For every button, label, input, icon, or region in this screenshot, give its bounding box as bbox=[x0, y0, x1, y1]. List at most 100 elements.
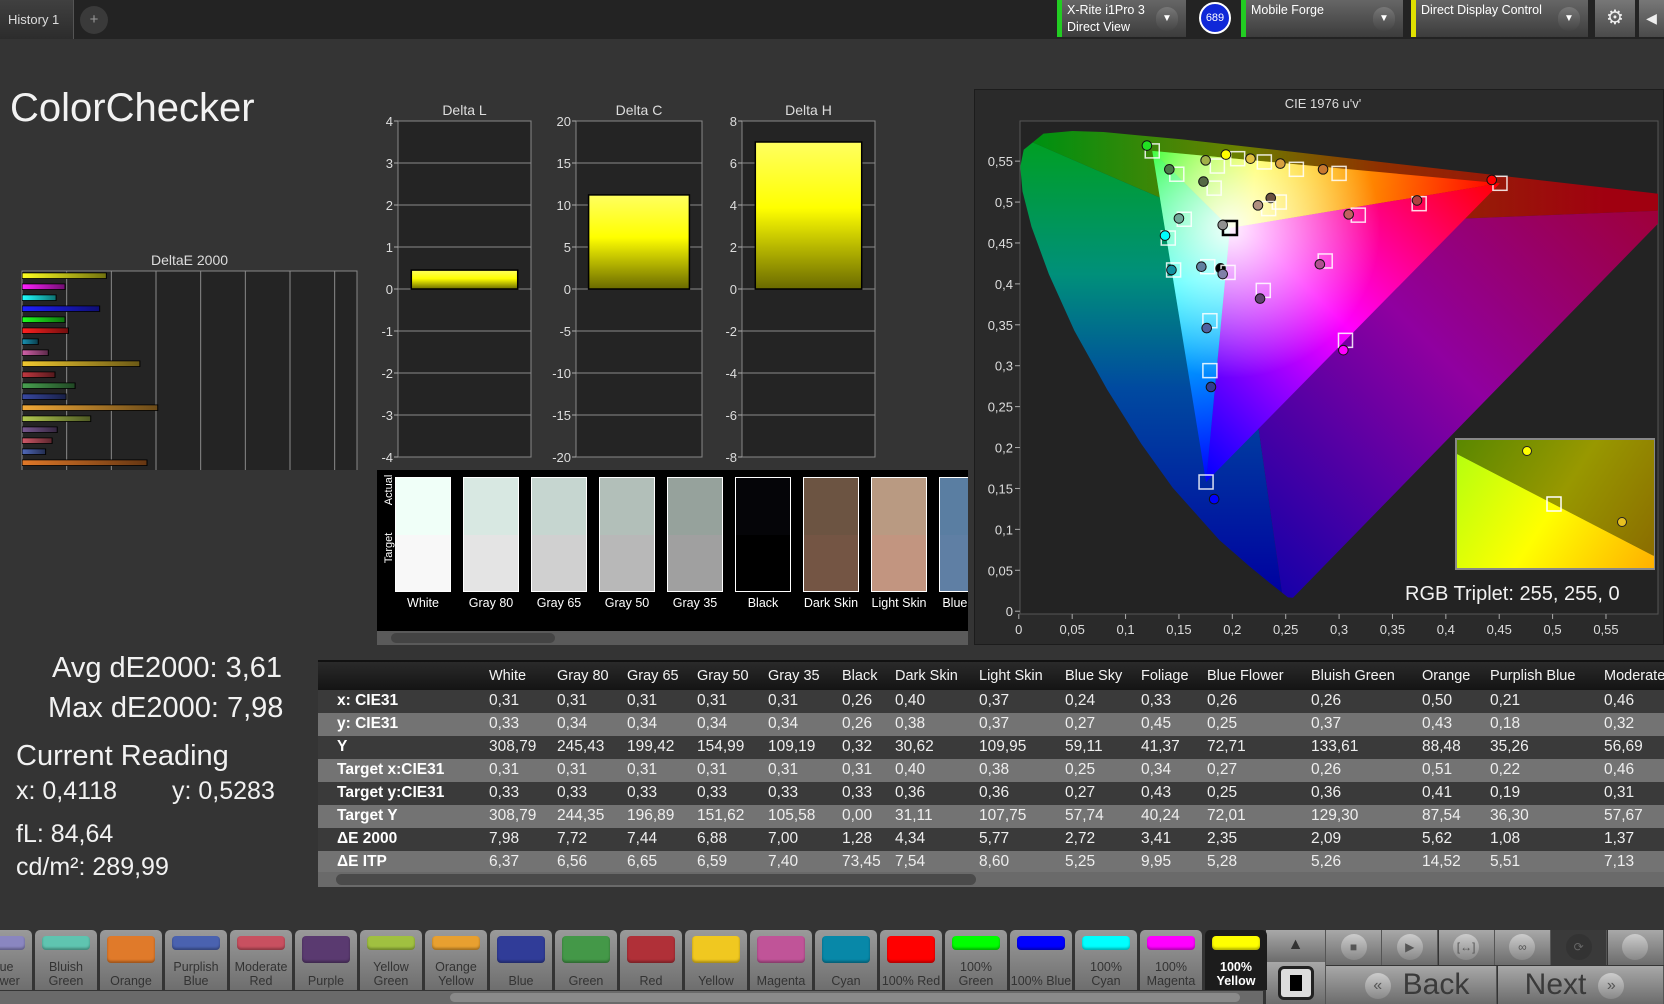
table-cell: 0,24 bbox=[1065, 692, 1096, 709]
patch-scrollbar[interactable] bbox=[0, 991, 1263, 1004]
y-tick-label: 0,3 bbox=[995, 359, 1013, 374]
table-cell: 0,31 bbox=[557, 761, 588, 778]
target-foliage bbox=[1206, 180, 1222, 196]
x-tick-label: 0,4 bbox=[1437, 622, 1455, 637]
table-cell: 0,36 bbox=[895, 784, 926, 801]
patch-button-cyan[interactable]: Cyan bbox=[815, 930, 877, 990]
swatch-gray-50[interactable] bbox=[599, 477, 655, 592]
patch-button-100-yellow[interactable]: 100% Yellow bbox=[1205, 930, 1267, 990]
control-button-record[interactable] bbox=[1607, 930, 1664, 965]
y-tick-label: 15 bbox=[557, 156, 571, 171]
patch-button-purple[interactable]: Purple bbox=[295, 930, 357, 990]
table-cell: 151,62 bbox=[697, 807, 745, 824]
double-chevron-left-icon: « bbox=[1364, 973, 1391, 1000]
chevron-down-icon[interactable]: ▼ bbox=[1373, 7, 1395, 31]
meter-badge[interactable]: 689 bbox=[1199, 2, 1231, 34]
patch-button-100-green[interactable]: 100% Green bbox=[945, 930, 1007, 990]
y-tick-label: 0 bbox=[564, 282, 571, 297]
column-header: White bbox=[489, 668, 527, 684]
swatch-black[interactable] bbox=[735, 477, 791, 592]
table-row: x: CIE31 0,31 0,31 0,31 0,31 0,31 0,26 0,40 0,37… bbox=[318, 690, 1664, 713]
table-cell: 5,25 bbox=[1065, 853, 1096, 870]
table-scrollbar[interactable] bbox=[318, 872, 1664, 887]
scrollbar-thumb[interactable] bbox=[450, 993, 1240, 1002]
bar-purple bbox=[22, 427, 57, 433]
column-header: Blue Sky bbox=[1065, 668, 1123, 684]
patch-button-yellow-green[interactable]: Yellow Green bbox=[360, 930, 422, 990]
meter-selector[interactable]: X-Rite i1Pro 3 Direct View ▼ bbox=[1057, 0, 1186, 37]
control-button-play[interactable]: ▶ bbox=[1382, 930, 1439, 965]
swatch-dark-skin[interactable] bbox=[803, 477, 859, 592]
column-header: Black bbox=[842, 668, 878, 684]
table-cell: 129,30 bbox=[1311, 807, 1359, 824]
patch-button-green[interactable]: Green bbox=[555, 930, 617, 990]
control-button-stop[interactable]: ■ bbox=[1326, 930, 1382, 965]
column-header: Gray 80 bbox=[557, 668, 609, 684]
table-cell: 5,28 bbox=[1207, 853, 1238, 870]
patch-button-100-red[interactable]: 100% Red bbox=[880, 930, 942, 990]
patch-button-100-cyan[interactable]: 100% Cyan bbox=[1075, 930, 1137, 990]
row-label: Target x:CIE31 bbox=[337, 761, 445, 778]
table-row: ΔE 2000 7,98 7,72 7,44 6,88 7,00 1,28 4,34 5,77 2… bbox=[318, 828, 1664, 851]
add-tab-button[interactable]: + bbox=[80, 6, 108, 34]
patch-button-blue[interactable]: Blue bbox=[490, 930, 552, 990]
control-button-loop[interactable]: ∞ bbox=[1494, 930, 1551, 965]
control-button-refresh[interactable]: ⟳ bbox=[1551, 930, 1608, 965]
chevron-down-icon[interactable]: ▼ bbox=[1558, 7, 1580, 31]
patch-label: 100% Red bbox=[881, 974, 941, 988]
chevron-down-icon[interactable]: ▼ bbox=[1156, 7, 1178, 31]
bar-yellow-green bbox=[22, 416, 91, 422]
y-tick-label: 0,4 bbox=[995, 277, 1013, 292]
patch-button-yellow[interactable]: Yellow bbox=[685, 930, 747, 990]
table-cell: 0,45 bbox=[1141, 715, 1172, 732]
table-cell: 0,27 bbox=[1065, 715, 1096, 732]
chevron-left-icon[interactable]: ◀ bbox=[1639, 0, 1664, 37]
bar-100-green bbox=[22, 317, 65, 323]
swatch-gray-80[interactable] bbox=[463, 477, 519, 592]
stop-measure-button[interactable] bbox=[1266, 962, 1326, 1004]
back-button[interactable]: « Back bbox=[1326, 966, 1497, 1004]
cie-title: CIE 1976 u'v' bbox=[1285, 96, 1362, 111]
cie-zoom-inset bbox=[1455, 438, 1655, 570]
patch-button-blue-flower[interactable]: Blue Flower bbox=[0, 930, 32, 990]
swatch-gray-65[interactable] bbox=[531, 477, 587, 592]
generator-selector[interactable]: Mobile Forge ▼ bbox=[1241, 0, 1403, 37]
delta-l-bar bbox=[410, 269, 519, 290]
swatch-gray-35[interactable] bbox=[667, 477, 723, 592]
swatch-blue-sky[interactable] bbox=[939, 477, 968, 592]
table-header bbox=[318, 662, 1664, 690]
y-tick-label: -6 bbox=[725, 408, 737, 423]
table-cell: 133,61 bbox=[1311, 738, 1359, 755]
scrollbar-thumb[interactable] bbox=[391, 633, 555, 643]
patch-button-red[interactable]: Red bbox=[620, 930, 682, 990]
patch-button-orange-yellow[interactable]: Orange Yellow bbox=[425, 930, 487, 990]
y-tick-label: 5 bbox=[564, 240, 571, 255]
patch-button-orange[interactable]: Orange bbox=[100, 930, 162, 990]
measured-100-green bbox=[1141, 140, 1153, 151]
patch-button-100-blue[interactable]: 100% Blue bbox=[1010, 930, 1072, 990]
swatch-actual bbox=[396, 478, 450, 535]
swatch-label: Light Skin bbox=[871, 596, 927, 610]
column-header: Blue Flower bbox=[1207, 668, 1284, 684]
measured-foliage bbox=[1198, 176, 1209, 187]
patch-label: Orange Yellow bbox=[435, 960, 477, 988]
patch-button-bluish-green[interactable]: Bluish Green bbox=[35, 930, 97, 990]
patch-button-moderate-red[interactable]: Moderate Red bbox=[230, 930, 292, 990]
table-cell: 0,38 bbox=[979, 761, 1010, 778]
y-tick-label: 4 bbox=[386, 114, 393, 129]
tab-history-1[interactable]: History 1 bbox=[0, 0, 74, 39]
scrollbar-thumb[interactable] bbox=[336, 874, 976, 885]
next-button[interactable]: Next » bbox=[1498, 966, 1664, 1004]
table-cell: 87,54 bbox=[1422, 807, 1461, 824]
control-button-fit[interactable]: [↔] bbox=[1438, 930, 1495, 965]
patch-button-purplish-blue[interactable]: Purplish Blue bbox=[165, 930, 227, 990]
display-selector[interactable]: Direct Display Control ▼ bbox=[1411, 0, 1588, 37]
swatch-scrollbar[interactable] bbox=[377, 631, 968, 645]
patch-button-100-magenta[interactable]: 100% Magenta bbox=[1140, 930, 1202, 990]
patch-button-magenta[interactable]: Magenta bbox=[750, 930, 812, 990]
gear-icon[interactable]: ⚙ bbox=[1595, 0, 1635, 37]
table-cell: 72,01 bbox=[1207, 807, 1246, 824]
scroll-up-button[interactable]: ▲ bbox=[1266, 930, 1326, 962]
swatch-white[interactable] bbox=[395, 477, 451, 592]
swatch-light-skin[interactable] bbox=[871, 477, 927, 592]
